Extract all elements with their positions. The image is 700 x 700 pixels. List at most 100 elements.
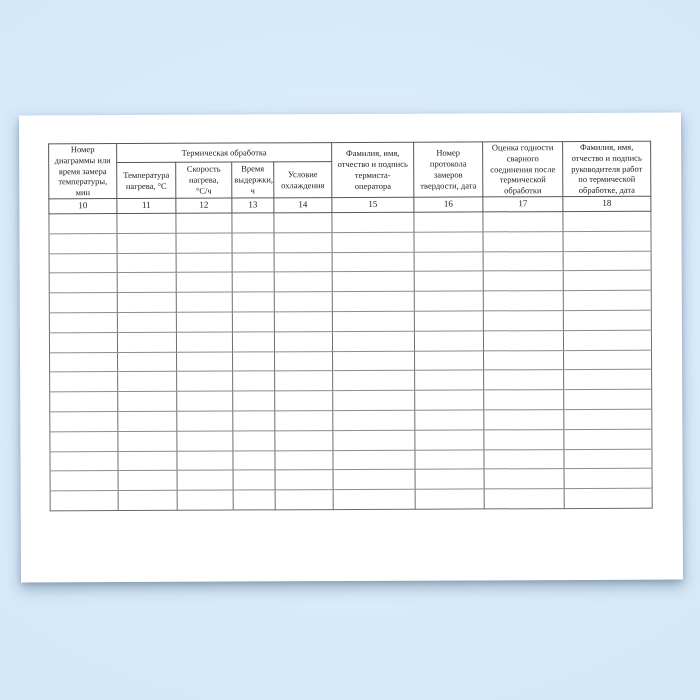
empty-cell	[274, 271, 333, 293]
empty-cell	[232, 450, 276, 471]
column-header-operator-name: Фамилия, имя, отчество и подпись термист…	[331, 142, 414, 198]
empty-cell	[483, 389, 564, 410]
empty-cell	[233, 470, 276, 491]
empty-cell	[232, 331, 275, 352]
table-row	[49, 369, 652, 392]
empty-cell	[332, 370, 415, 391]
empty-cell	[274, 450, 334, 471]
empty-cell	[49, 332, 118, 353]
empty-cell	[332, 232, 415, 253]
empty-cell	[414, 350, 484, 371]
empty-cell	[49, 411, 118, 432]
empty-cell	[563, 329, 652, 351]
column-number: 10	[48, 198, 117, 214]
empty-cell	[117, 312, 177, 333]
empty-cell	[118, 490, 178, 511]
empty-cell	[117, 391, 177, 412]
empty-cell	[50, 470, 119, 491]
empty-cell	[483, 350, 564, 371]
table-row	[49, 270, 652, 293]
column-number: 18	[562, 196, 651, 212]
table-row	[50, 468, 653, 491]
empty-cell	[176, 272, 233, 293]
empty-cell	[232, 292, 275, 312]
empty-cell	[49, 272, 118, 293]
column-header-protocol-number: Номер протокола замеров твердости, дата	[413, 141, 483, 198]
empty-cell	[332, 311, 415, 332]
empty-cell	[176, 331, 233, 352]
empty-cell	[332, 449, 416, 470]
empty-cell	[563, 250, 652, 271]
empty-cell	[332, 330, 415, 352]
table-row	[49, 329, 652, 353]
empty-cell	[414, 429, 484, 450]
empty-cell	[177, 490, 234, 511]
column-number: 16	[413, 196, 483, 213]
empty-cell	[49, 391, 118, 412]
empty-cell	[176, 371, 233, 392]
empty-cell	[231, 232, 275, 253]
empty-cell	[564, 488, 653, 509]
empty-cell	[563, 369, 652, 390]
empty-cell	[175, 232, 233, 253]
table-body	[48, 211, 653, 511]
empty-cell	[563, 270, 652, 291]
empty-cell	[117, 411, 177, 432]
empty-cell	[274, 430, 333, 451]
empty-cell	[117, 272, 177, 293]
table-row	[49, 290, 652, 313]
empty-cell	[414, 390, 484, 411]
empty-cell	[563, 230, 652, 252]
empty-cell	[232, 272, 275, 293]
empty-cell	[274, 410, 333, 431]
column-header-diagram-number: Номер диаграммы или время замера темпера…	[48, 143, 117, 199]
empty-cell	[332, 251, 415, 272]
empty-cell	[117, 450, 178, 471]
empty-cell	[414, 449, 485, 470]
empty-cell	[332, 291, 415, 312]
empty-cell	[232, 351, 275, 372]
thermal-treatment-log-table: Номер диаграммы или время замера темпера…	[48, 141, 653, 512]
empty-cell	[415, 469, 485, 490]
empty-cell	[273, 212, 333, 233]
empty-cell	[49, 431, 118, 452]
empty-cell	[332, 350, 415, 371]
empty-cell	[482, 211, 564, 232]
table-row	[49, 230, 652, 254]
empty-cell	[117, 351, 177, 372]
empty-cell	[177, 470, 234, 491]
empty-cell	[483, 369, 564, 391]
empty-cell	[332, 271, 415, 292]
empty-cell	[332, 410, 415, 431]
empty-cell	[275, 489, 334, 510]
empty-cell	[176, 410, 233, 432]
empty-cell	[483, 429, 564, 450]
empty-cell	[49, 352, 118, 373]
table-row	[49, 448, 653, 472]
table-row	[49, 409, 652, 432]
table-row	[49, 389, 652, 412]
empty-cell	[274, 390, 333, 411]
column-number: 11	[116, 198, 176, 214]
empty-cell	[49, 233, 118, 254]
empty-cell	[49, 253, 118, 274]
empty-cell	[414, 330, 484, 351]
empty-cell	[232, 430, 275, 451]
table-row	[49, 349, 652, 373]
empty-cell	[49, 451, 119, 472]
column-number: 12	[175, 198, 232, 214]
column-header-suitability-assessment: Оценка годности сварного соединения посл…	[482, 141, 563, 197]
empty-cell	[564, 468, 653, 489]
empty-cell	[233, 489, 276, 510]
paper-sheet: Номер диаграммы или время замера темпера…	[18, 112, 684, 583]
column-number: 15	[331, 197, 414, 213]
empty-cell	[176, 391, 233, 412]
empty-cell	[563, 409, 652, 430]
empty-cell	[273, 232, 333, 253]
table-row	[48, 211, 652, 234]
empty-cell	[48, 213, 117, 234]
empty-cell	[333, 469, 416, 490]
empty-cell	[117, 371, 177, 392]
empty-cell	[232, 371, 275, 392]
empty-cell	[483, 290, 564, 311]
